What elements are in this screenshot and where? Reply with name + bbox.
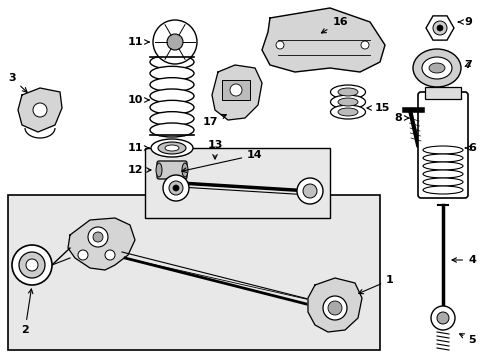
Text: 13: 13: [207, 140, 222, 159]
Polygon shape: [262, 8, 384, 72]
Ellipse shape: [428, 63, 444, 73]
Text: 15: 15: [366, 103, 389, 113]
Text: 11: 11: [127, 37, 149, 47]
Circle shape: [303, 184, 316, 198]
Circle shape: [360, 41, 368, 49]
Ellipse shape: [150, 112, 194, 126]
Ellipse shape: [330, 95, 365, 109]
Ellipse shape: [337, 108, 357, 116]
Text: 5: 5: [459, 334, 475, 345]
Ellipse shape: [421, 57, 451, 79]
Circle shape: [93, 232, 103, 242]
Circle shape: [432, 21, 446, 35]
Circle shape: [153, 20, 197, 64]
Ellipse shape: [337, 98, 357, 106]
Ellipse shape: [330, 85, 365, 99]
Circle shape: [12, 245, 52, 285]
Ellipse shape: [422, 170, 462, 178]
Text: 14: 14: [182, 150, 262, 172]
Circle shape: [163, 175, 189, 201]
Polygon shape: [212, 65, 262, 120]
Ellipse shape: [156, 163, 162, 177]
Ellipse shape: [150, 100, 194, 114]
Ellipse shape: [330, 105, 365, 119]
Polygon shape: [307, 278, 361, 332]
Text: 4: 4: [451, 255, 475, 265]
Text: 9: 9: [457, 17, 471, 27]
Circle shape: [275, 41, 284, 49]
Polygon shape: [18, 88, 62, 132]
Circle shape: [327, 301, 341, 315]
Ellipse shape: [422, 146, 462, 154]
Circle shape: [19, 252, 45, 278]
Ellipse shape: [150, 89, 194, 103]
Text: 1: 1: [358, 275, 393, 294]
Ellipse shape: [422, 186, 462, 194]
Ellipse shape: [158, 142, 185, 154]
Bar: [424, 87, 460, 99]
Circle shape: [229, 84, 242, 96]
Ellipse shape: [150, 123, 194, 137]
Ellipse shape: [150, 78, 194, 92]
Ellipse shape: [164, 145, 179, 151]
Bar: [145, 148, 329, 218]
Circle shape: [296, 178, 323, 204]
Text: 12: 12: [127, 165, 151, 175]
Circle shape: [105, 250, 115, 260]
Ellipse shape: [422, 178, 462, 186]
Bar: [222, 80, 249, 100]
Circle shape: [430, 306, 454, 330]
Ellipse shape: [150, 55, 194, 69]
Text: 3: 3: [8, 73, 27, 92]
Ellipse shape: [412, 49, 460, 87]
Ellipse shape: [422, 162, 462, 170]
Bar: [8, 195, 379, 350]
Circle shape: [169, 181, 183, 195]
Circle shape: [173, 185, 179, 191]
Text: 8: 8: [393, 113, 408, 123]
Text: 16: 16: [321, 17, 347, 33]
FancyBboxPatch shape: [417, 92, 467, 198]
FancyBboxPatch shape: [157, 161, 186, 179]
Circle shape: [436, 312, 448, 324]
Ellipse shape: [150, 66, 194, 80]
Polygon shape: [68, 218, 135, 270]
Text: 6: 6: [464, 143, 475, 153]
Circle shape: [33, 103, 47, 117]
Circle shape: [26, 259, 38, 271]
Ellipse shape: [337, 88, 357, 96]
Text: 10: 10: [127, 95, 149, 105]
Circle shape: [436, 25, 442, 31]
Circle shape: [78, 250, 88, 260]
Circle shape: [323, 296, 346, 320]
Text: 7: 7: [463, 60, 471, 70]
Circle shape: [167, 34, 183, 50]
Text: 17: 17: [202, 114, 226, 127]
Ellipse shape: [151, 139, 193, 157]
Text: 2: 2: [21, 289, 33, 335]
Circle shape: [88, 227, 108, 247]
Ellipse shape: [182, 163, 187, 177]
Ellipse shape: [422, 154, 462, 162]
Text: 11: 11: [127, 143, 148, 153]
